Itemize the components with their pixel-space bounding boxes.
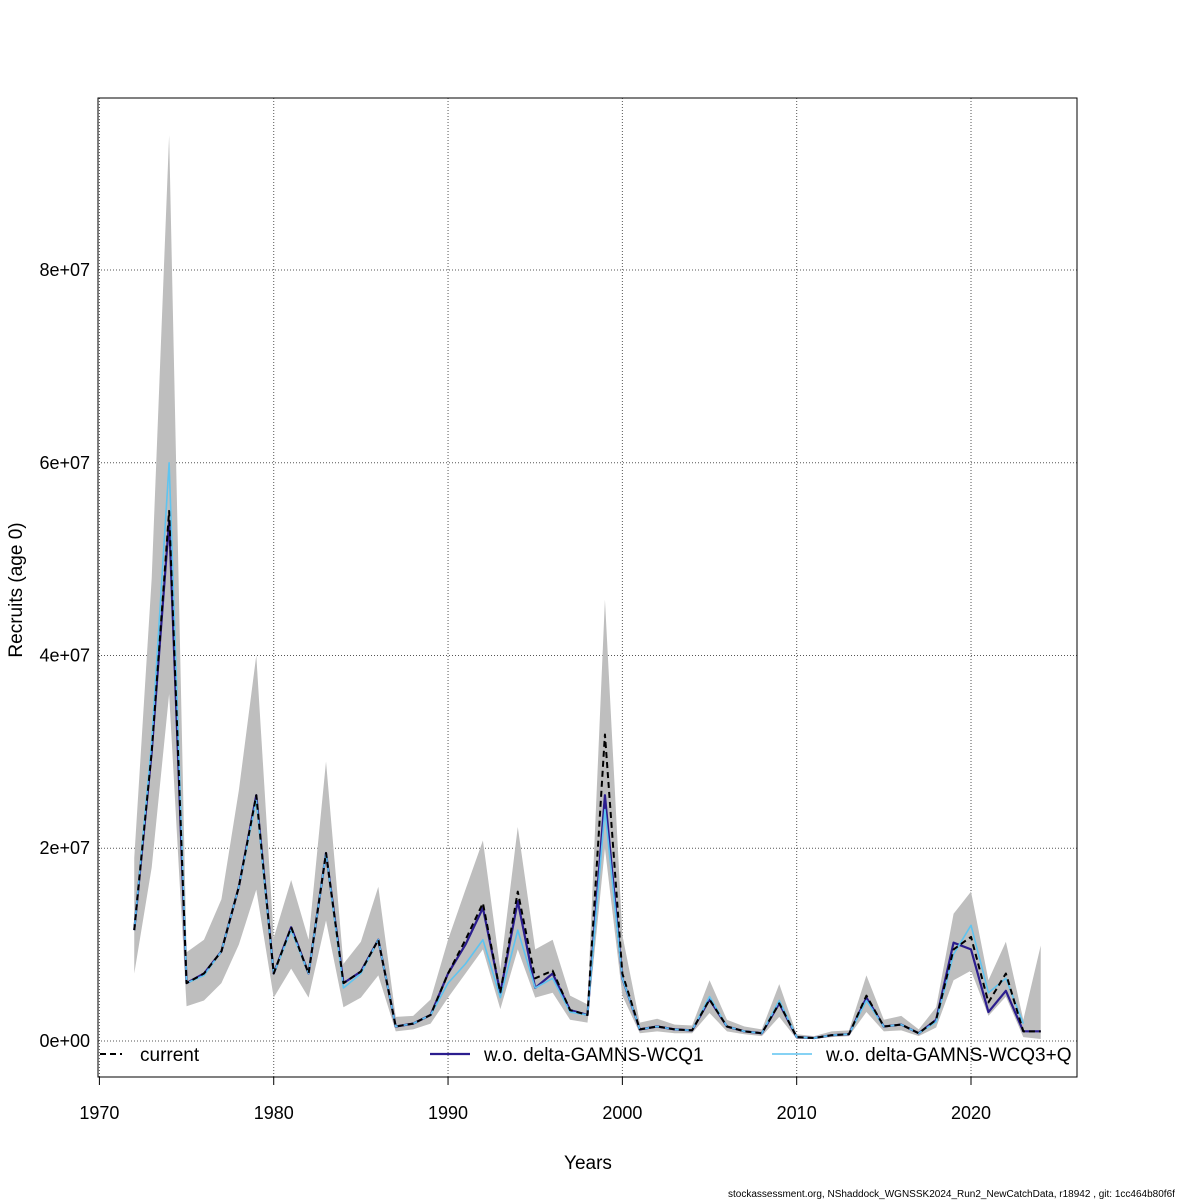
x-tick-label: 1970 <box>79 1103 119 1123</box>
legend-label: w.o. delta-GAMNS-WCQ3+Q <box>825 1045 1071 1066</box>
plot-frame <box>97 97 1078 1078</box>
plot-area <box>133 135 1041 1040</box>
y-tick-label: 4e+07 <box>39 645 90 665</box>
series-line <box>133 509 1041 1040</box>
y-tick-label: 6e+07 <box>39 453 90 473</box>
y-tick-label: 2e+07 <box>39 838 90 858</box>
y-axis-label: Recruits (age 0) <box>6 522 27 657</box>
x-tick-label: 1990 <box>428 1103 468 1123</box>
x-tick-label: 2010 <box>777 1103 817 1123</box>
footer: stockassessment.org, NShaddock_WGNSSK202… <box>728 1189 1175 1200</box>
y-tick-label: 0e+00 <box>39 1031 90 1051</box>
x-tick-label: 2000 <box>602 1103 642 1123</box>
legend-label: current <box>140 1045 200 1066</box>
x-tick-label: 2020 <box>951 1103 991 1123</box>
legend: current w.o. delta-GAMNS-WCQ1 w.o. delta-G… <box>100 1045 1071 1066</box>
y-tick-label: 8e+07 <box>39 260 90 280</box>
confidence-band <box>134 135 1041 1040</box>
x-axis-label: Years <box>564 1153 612 1174</box>
x-tick-label: 1980 <box>254 1103 294 1123</box>
legend-label: w.o. delta-GAMNS-WCQ1 <box>483 1045 704 1066</box>
